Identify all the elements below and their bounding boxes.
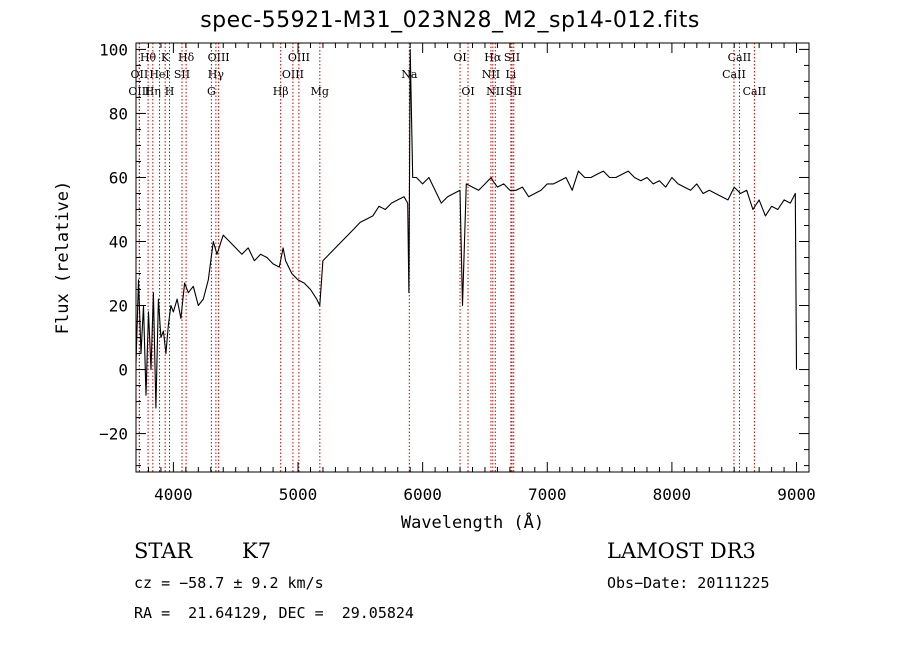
y-tick-label: 40: [109, 232, 128, 251]
y-tick-label: −20: [99, 425, 128, 444]
line-label: H: [165, 85, 175, 98]
line-label: Hγ: [208, 68, 225, 81]
line-label: OI: [461, 85, 474, 98]
chart-title: spec-55921-M31_023N28_M2_sp14-012.fits: [200, 8, 700, 33]
y-tick-label: 0: [118, 361, 128, 380]
line-label: SII: [506, 85, 522, 98]
line-label: Mg: [311, 85, 329, 98]
plot-frame: [135, 42, 810, 473]
object-subclass: K7: [242, 539, 272, 563]
redshift-text: cz = −58.7 ± 9.2 km/s: [134, 574, 324, 592]
x-tick-label: 6000: [403, 485, 442, 504]
y-axis-label: Flux (relative): [53, 181, 73, 335]
y-tick-label: 60: [109, 168, 128, 187]
x-tick-label: 5000: [279, 485, 318, 504]
line-label: NII: [482, 68, 500, 81]
line-label: K: [161, 51, 170, 64]
radec-text: RA = 21.64129, DEC = 29.05824: [134, 604, 414, 622]
line-label: SII: [174, 68, 190, 81]
line-label: SII: [504, 51, 520, 64]
x-axis-label: Wavelength (Å): [401, 511, 544, 533]
line-label: Hθ: [140, 51, 157, 64]
y-tick-label: 100: [99, 40, 128, 59]
line-label: OIII: [208, 51, 230, 64]
y-tick-label: 80: [109, 104, 128, 123]
line-label: Hη: [145, 85, 161, 98]
line-label: OIII: [288, 51, 310, 64]
x-tick-label: 7000: [528, 485, 567, 504]
line-label: G: [207, 85, 216, 98]
line-label: HeI: [149, 68, 169, 81]
object-class: STAR: [134, 539, 193, 563]
line-label: CaII: [728, 51, 752, 64]
x-tick-label: 4000: [154, 485, 193, 504]
line-label: Li: [505, 68, 516, 81]
x-tick-label: 8000: [653, 485, 692, 504]
obs-date-text: Obs−Date: 20111225: [607, 574, 770, 592]
line-label: OI: [453, 51, 466, 64]
spectrum-line: [135, 48, 798, 409]
x-tick-label: 9000: [777, 485, 816, 504]
line-label: Hα: [484, 51, 502, 64]
line-label: CaII: [722, 68, 746, 81]
line-label: CaII: [743, 85, 767, 98]
line-label: Hβ: [273, 85, 289, 98]
line-label: OIII: [282, 68, 304, 81]
line-label: NII: [486, 85, 504, 98]
line-label: Hδ: [178, 51, 195, 64]
y-tick-label: 20: [109, 297, 128, 316]
survey-label: LAMOST DR3: [607, 539, 756, 563]
line-label: OIII: [128, 85, 150, 98]
